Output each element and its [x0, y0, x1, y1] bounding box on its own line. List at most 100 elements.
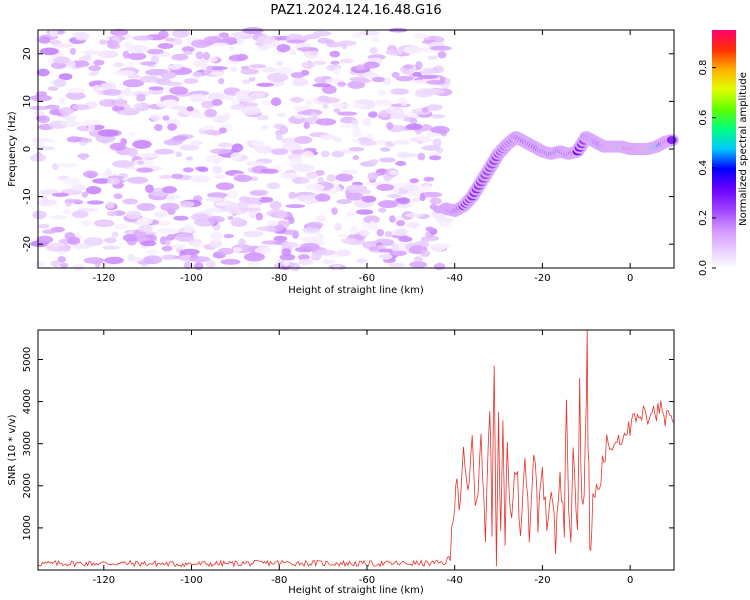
- noise-cell: [406, 123, 423, 130]
- noise-cell: [191, 39, 211, 48]
- noise-cell: [153, 211, 167, 218]
- noise-cell: [273, 81, 285, 86]
- noise-cell: [402, 64, 414, 69]
- noise-cell: [432, 138, 442, 147]
- noise-cell: [137, 160, 145, 165]
- noise-cell: [321, 259, 336, 265]
- noise-cell: [160, 71, 177, 79]
- noise-cell: [80, 153, 87, 161]
- noise-cell: [53, 78, 67, 88]
- noise-cell: [33, 141, 46, 147]
- noise-cell: [303, 34, 321, 40]
- noise-cell: [227, 189, 238, 199]
- noise-cell: [193, 59, 209, 68]
- noise-cell: [210, 148, 232, 154]
- noise-cell: [174, 233, 194, 242]
- noise-cell: [233, 217, 243, 224]
- noise-cell: [29, 105, 50, 111]
- noise-cell: [388, 262, 406, 268]
- noise-cell: [369, 246, 379, 251]
- noise-cell: [69, 47, 77, 55]
- snr-frame: [37, 329, 675, 571]
- noise-cell: [102, 89, 122, 96]
- noise-cell: [171, 244, 187, 249]
- noise-cell: [195, 51, 204, 60]
- noise-cell: [395, 161, 407, 166]
- noise-cell: [403, 184, 418, 192]
- noise-cell: [422, 184, 432, 192]
- noise-cell: [389, 113, 408, 120]
- noise-cell: [64, 199, 83, 204]
- noise-cell: [330, 60, 340, 65]
- noise-cell: [351, 119, 359, 126]
- noise-cell: [251, 140, 266, 147]
- noise-cell: [97, 129, 119, 137]
- noise-cell: [183, 78, 199, 84]
- noise-cell: [382, 76, 391, 86]
- noise-cell: [352, 131, 364, 138]
- spectrogram-x-tick-label: -60: [359, 273, 375, 284]
- noise-cell: [238, 196, 251, 203]
- noise-cell: [393, 186, 400, 196]
- noise-cell: [427, 55, 438, 60]
- noise-cell: [194, 262, 204, 270]
- noise-cell: [140, 61, 156, 66]
- noise-cell: [376, 229, 385, 237]
- snr-panel: -120 -100 -80 -60 -40 -20 0 1000 2000 3000 4000 50…: [7, 329, 675, 596]
- noise-cell: [234, 174, 253, 183]
- snr-y-tick-label: 2000: [22, 473, 33, 498]
- noise-cell: [60, 120, 80, 127]
- noise-cell: [164, 239, 171, 246]
- noise-cell: [249, 190, 267, 196]
- noise-cell: [256, 82, 275, 87]
- noise-cell: [302, 226, 321, 234]
- noise-cell: [255, 212, 263, 221]
- spectrogram-x-tick-label: -20: [534, 273, 550, 284]
- colorbar-tick-label: 0.4: [698, 160, 709, 176]
- noise-cell: [355, 209, 374, 215]
- noise-cell: [369, 220, 377, 229]
- noise-cell: [331, 207, 338, 215]
- noise-cell: [439, 220, 451, 228]
- noise-cell: [98, 99, 120, 107]
- noise-cell: [83, 237, 104, 247]
- noise-cell: [161, 254, 178, 260]
- noise-cell: [440, 83, 450, 89]
- noise-cell: [339, 58, 354, 64]
- noise-cell: [310, 252, 322, 261]
- snr-x-tick-label: 0: [627, 575, 633, 586]
- noise-cell: [256, 226, 276, 232]
- noise-cell: [396, 220, 406, 227]
- noise-cell: [204, 108, 217, 118]
- noise-cell: [189, 113, 208, 119]
- noise-cell: [414, 32, 427, 39]
- noise-cell: [371, 36, 380, 43]
- noise-cell: [218, 127, 227, 134]
- noise-cell: [368, 111, 378, 118]
- noise-cell: [320, 150, 330, 158]
- noise-cell: [49, 40, 62, 45]
- snr-y-label: SNR (10 * v/v): [7, 414, 18, 485]
- noise-cell: [132, 35, 154, 41]
- noise-cell: [139, 75, 160, 83]
- noise-cell: [157, 43, 174, 49]
- noise-cell: [161, 245, 173, 252]
- noise-cell: [38, 223, 50, 229]
- noise-cell: [276, 44, 291, 53]
- noise-cell: [386, 122, 394, 130]
- noise-cell: [288, 216, 295, 225]
- noise-cell: [82, 50, 103, 55]
- noise-cell: [138, 224, 153, 233]
- noise-cell: [145, 249, 159, 255]
- noise-cell: [38, 189, 59, 195]
- noise-cell: [100, 82, 113, 90]
- noise-cell: [292, 77, 309, 87]
- noise-cell: [163, 139, 183, 146]
- noise-cell: [241, 106, 262, 116]
- noise-cell: [59, 262, 69, 268]
- noise-cell: [386, 194, 402, 199]
- noise-cell: [315, 232, 325, 241]
- noise-cell: [409, 178, 419, 184]
- noise-cell: [245, 161, 266, 166]
- noise-cell: [55, 162, 78, 168]
